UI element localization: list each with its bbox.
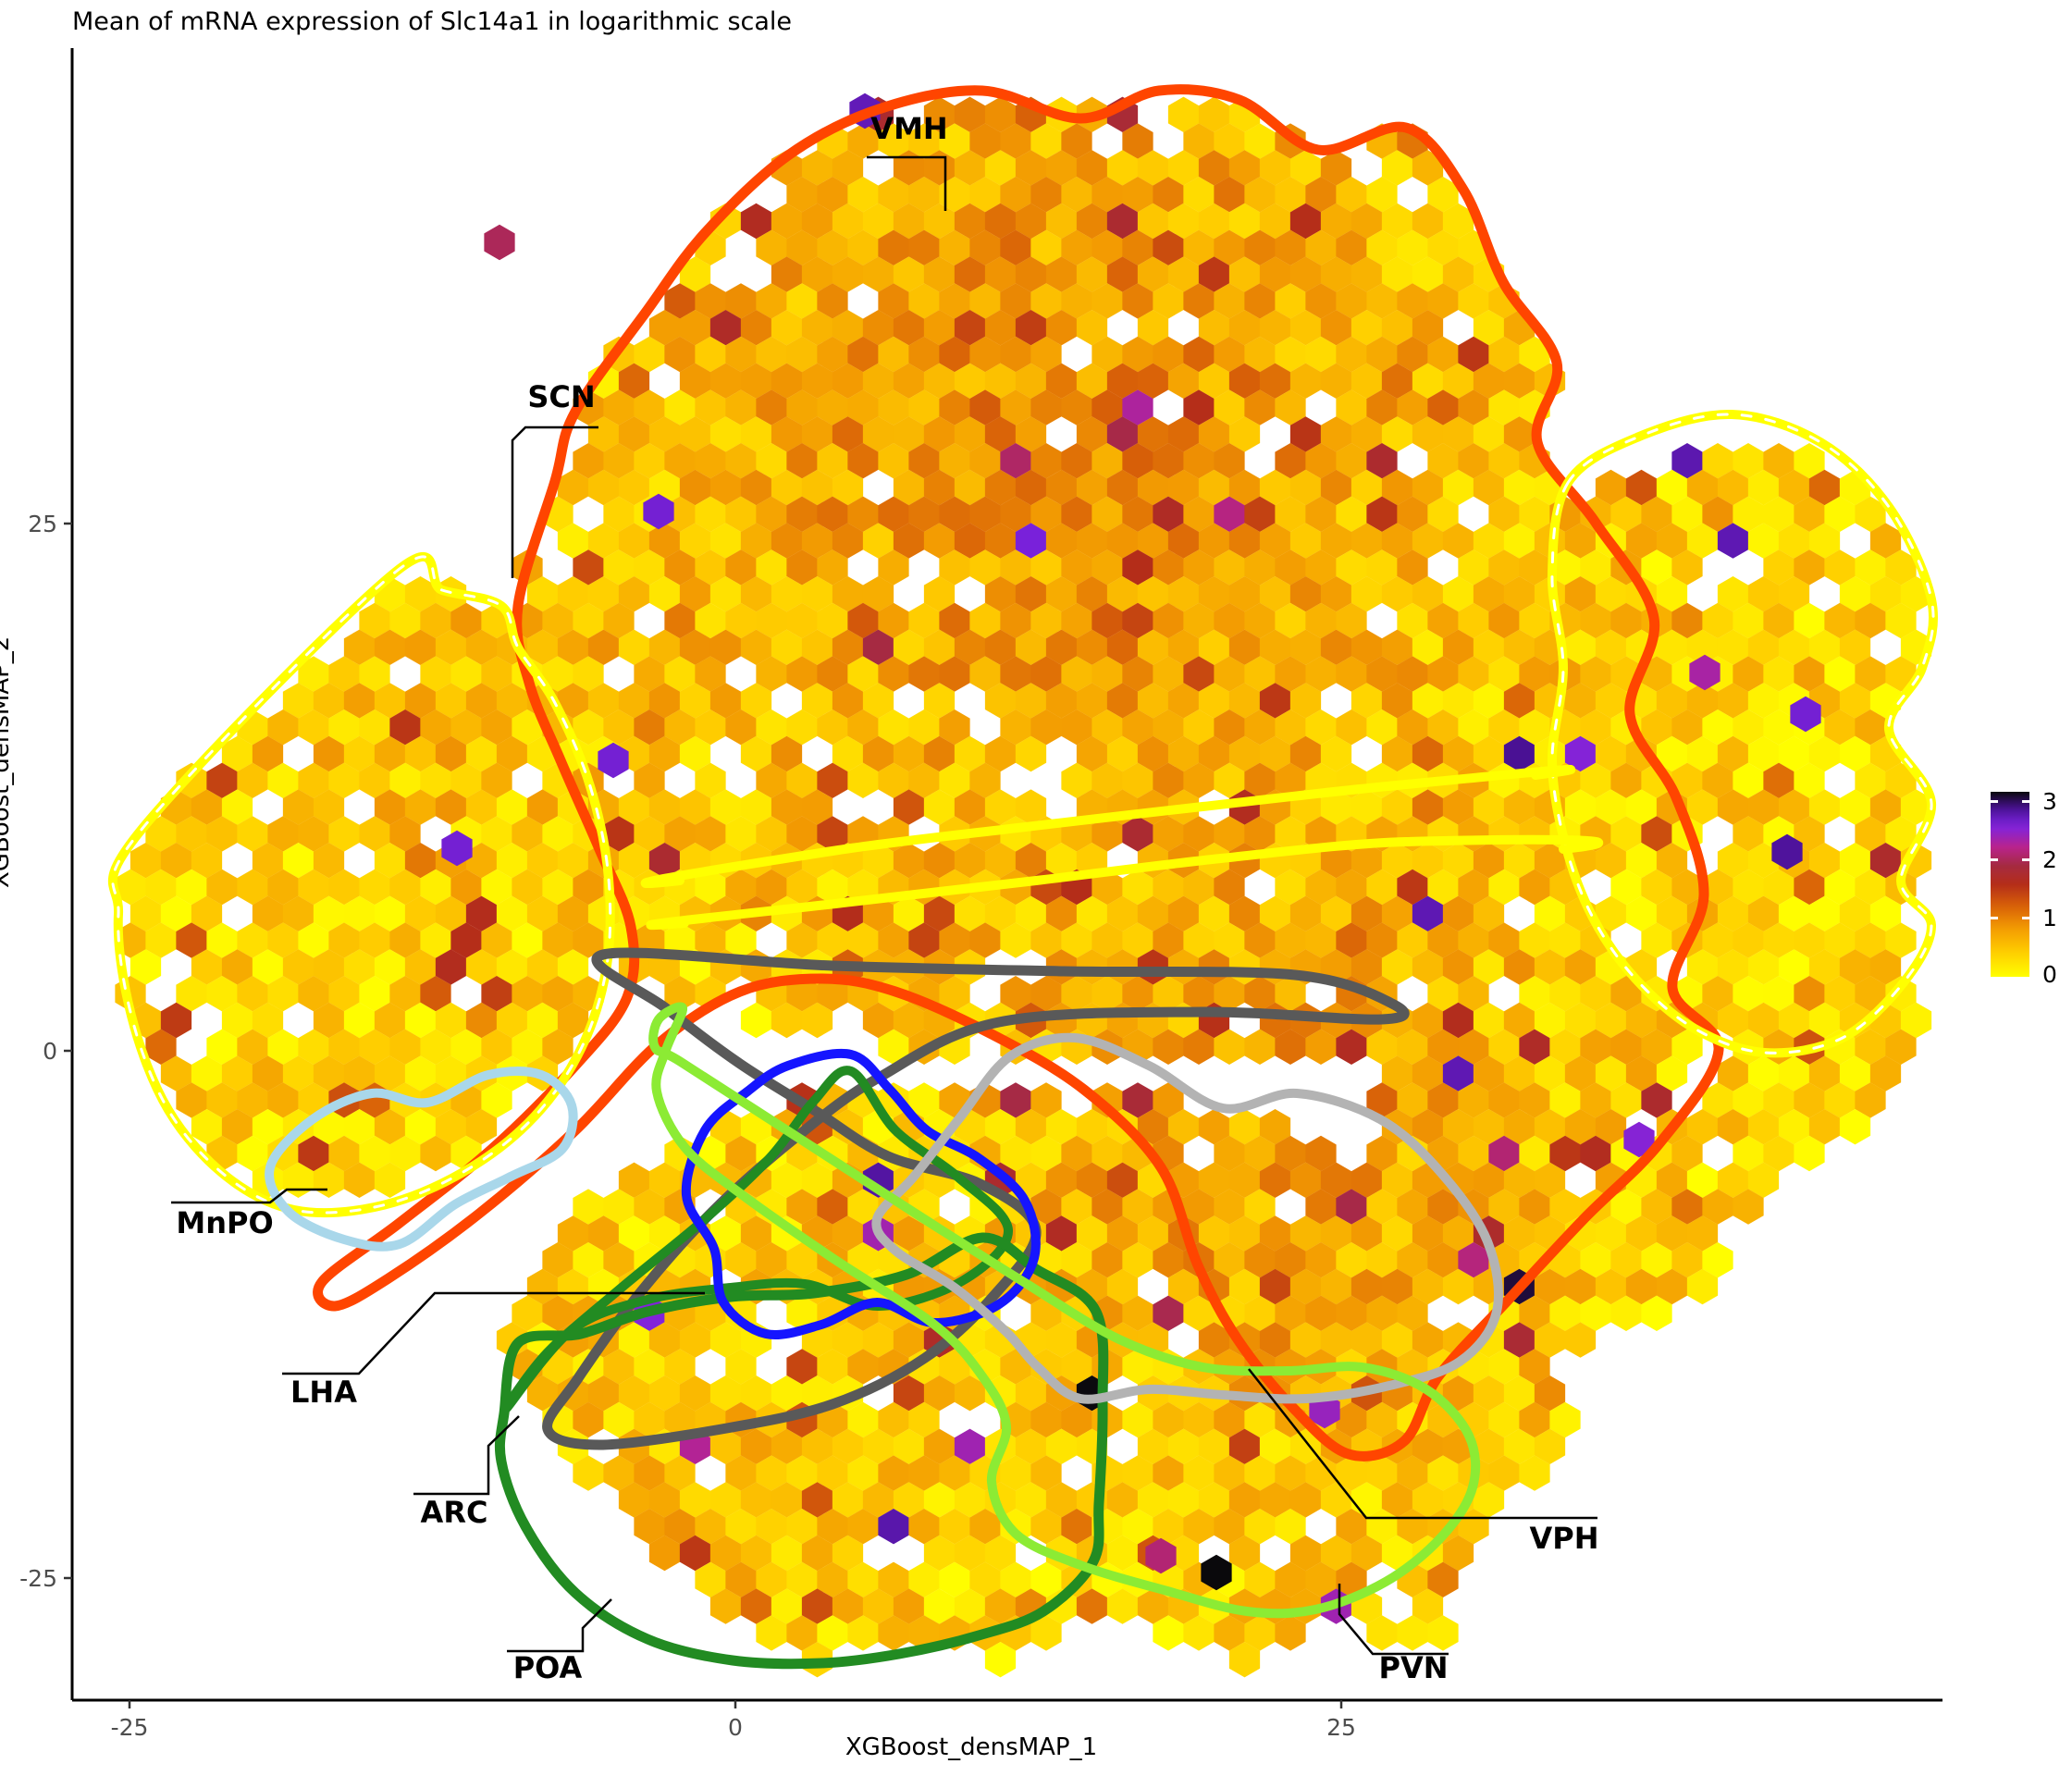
leader-line-MnPO bbox=[171, 1188, 327, 1204]
region-label-ARC: ARC bbox=[421, 1495, 488, 1530]
y-tick-label: 25 bbox=[28, 511, 57, 537]
axes: -25 0 25 25 0 -25 bbox=[19, 48, 1942, 1741]
y-tick-label: -25 bbox=[19, 1565, 57, 1592]
PVN-outline bbox=[648, 1002, 1481, 1619]
leader-line-PVN bbox=[1338, 1584, 1449, 1656]
POA-outline bbox=[494, 1232, 1109, 1670]
leader-line-SCN bbox=[511, 426, 598, 578]
region-label-MnPO: MnPO bbox=[176, 1205, 273, 1240]
colorbar-tick-label: 1 bbox=[2042, 905, 2057, 931]
x-tick-label: 25 bbox=[1326, 1714, 1356, 1741]
region-contours bbox=[107, 84, 1939, 1670]
leader-line-ARC bbox=[413, 1415, 520, 1496]
region-label-POA: POA bbox=[513, 1650, 583, 1685]
leader-line-VPH bbox=[1248, 1368, 1597, 1520]
x-axis-label: XGBoost_densMAP_1 bbox=[845, 1733, 1098, 1761]
chart-title: Mean of mRNA expression of Slc14a1 in lo… bbox=[72, 7, 793, 36]
colorbar-tick-label: 3 bbox=[2042, 788, 2057, 815]
y-tick-label: 0 bbox=[43, 1038, 57, 1065]
band-upper bbox=[640, 764, 1575, 889]
LHA-outline bbox=[542, 947, 1410, 1450]
leader-line-LHA bbox=[282, 1291, 705, 1375]
colorbar-legend: 3 2 1 0 bbox=[1991, 790, 2057, 986]
x-tick-label: 0 bbox=[728, 1714, 743, 1741]
colorbar-tick bbox=[2022, 917, 2029, 919]
band-lower bbox=[646, 834, 1603, 931]
colorbar-tick-label: 2 bbox=[2042, 846, 2057, 873]
ARC-green-outline bbox=[501, 1066, 1013, 1413]
x-tick-label: -25 bbox=[111, 1714, 149, 1741]
MnPO-outline bbox=[265, 1067, 578, 1252]
region-label-VMH: VMH bbox=[870, 111, 947, 146]
cortex-left-outline-dash bbox=[111, 555, 612, 1215]
colorbar-gradient bbox=[1991, 792, 2029, 977]
VPH-outline bbox=[871, 1032, 1503, 1404]
blue-outline bbox=[681, 1049, 1041, 1339]
colorbar-tick bbox=[2022, 858, 2029, 861]
colorbar-tick bbox=[1991, 858, 1998, 861]
colorbar-tick bbox=[2022, 800, 2029, 803]
colorbar-tick bbox=[1991, 800, 1998, 803]
region-label-SCN: SCN bbox=[527, 379, 595, 414]
leader-line-VMH bbox=[867, 155, 947, 211]
colorbar-tick-label: 0 bbox=[2042, 961, 2057, 988]
region-label-VPH: VPH bbox=[1530, 1521, 1599, 1556]
region-label-PVN: PVN bbox=[1379, 1650, 1449, 1685]
y-axis-label: XGBoost_densMAP_2 bbox=[0, 635, 15, 888]
VMH-outline bbox=[313, 84, 1724, 1462]
colorbar-tick bbox=[1991, 917, 1998, 919]
region-labels: VMH SCN MnPO LHA ARC POA VPH PVN bbox=[171, 111, 1599, 1685]
cortex-right-outline-dash bbox=[1550, 413, 1935, 1054]
leader-line-POA bbox=[507, 1598, 612, 1653]
region-label-LHA: LHA bbox=[290, 1375, 357, 1410]
